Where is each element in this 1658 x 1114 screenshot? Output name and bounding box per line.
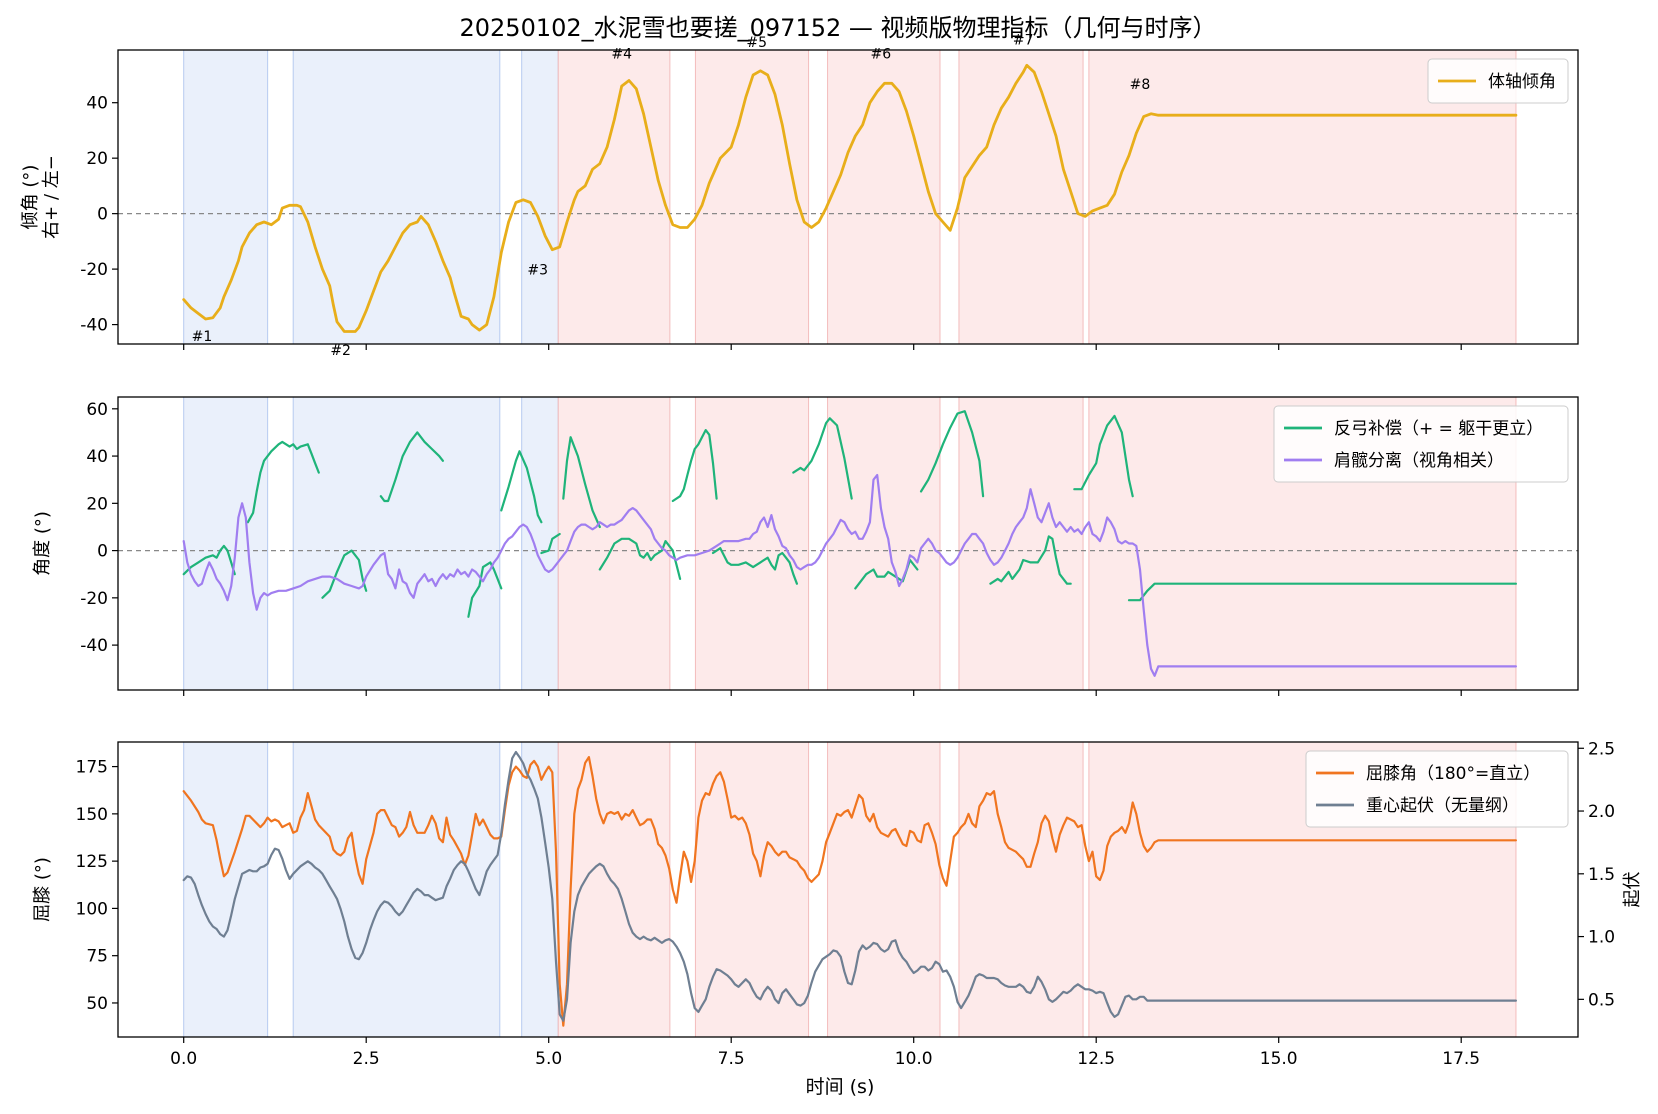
y-axis-label: 屈膝 (°) [32,857,53,922]
y-tick-label: 60 [86,400,108,420]
x-tick-label: 7.5 [718,1049,745,1069]
legend-label: 屈膝角（180°=直立） [1366,764,1540,784]
series-line-1 [467,561,503,618]
series-line-1 [540,532,561,555]
left-turn-band [521,49,559,345]
y-axis-label: 角度 (°) [32,511,53,576]
y-tick-label: 125 [76,852,108,872]
turn-label: #1 [192,329,213,345]
panel-knee-com: 50 75 100 125 150 175 0.5 1.0 1.5 2.0 2.5 0.0 2.5 5.0… [32,739,1643,1069]
series-line-1 [671,429,718,503]
x-axis-label: 时间 (s) [806,1076,875,1098]
y2-tick-label: 2.5 [1588,739,1615,759]
y2-axis-label: 起伏 [1622,872,1643,908]
left-turn-band [521,396,559,691]
series-line-1 [989,535,1072,585]
y-tick-label: 40 [86,94,108,114]
y-tick-label: 0 [97,542,108,562]
x-tick-label: 2.5 [353,1049,380,1069]
turn-label: #8 [1130,77,1151,93]
right-turn-band [958,49,1084,345]
legend: 体轴倾角 [1427,58,1569,104]
x-tick-label: 0.0 [170,1049,197,1069]
legend-box [1273,405,1569,483]
turn-label: #3 [527,263,548,279]
left-turn-band [292,396,501,691]
left-turn-band [292,741,501,1038]
series-line-1 [182,756,1517,1027]
legend-label: 体轴倾角 [1488,72,1556,92]
y-tick-label: 150 [76,805,108,825]
series-line-1 [792,417,853,500]
right-turn-band [694,49,810,345]
series-line-1 [1073,414,1134,498]
series-line-1 [598,537,682,580]
y-tick-label: 50 [86,994,108,1014]
plot-frame [117,49,1579,345]
left-turn-band [292,49,501,345]
left-turn-band [183,741,269,1038]
turn-label: #4 [611,46,632,62]
panel-angles: -40 -20 0 20 40 60 角度 (°) 反弓补偿（+ = 躯干更立） 肩髋分离（视角… [32,396,1579,696]
y-tick-label: -20 [80,260,108,280]
series-line-1 [1127,582,1517,602]
y2-tick-label: 0.5 [1588,990,1615,1010]
legend-label: 重心起伏（无量纲） [1366,796,1519,816]
series-line-1 [321,549,368,599]
x-tick-label: 5.0 [535,1049,562,1069]
left-turn-band [183,49,269,345]
turn-label: #7 [1013,32,1034,48]
legend-box [1305,750,1569,828]
y-tick-label: 75 [86,947,108,967]
right-turn-band [557,741,671,1038]
series-line-2 [182,473,1517,677]
y-tick-label: 40 [86,447,108,467]
chart-title: 20250102_水泥雪也要搓_097152 — 视频版物理指标（几何与时序） [459,14,1216,42]
plot-frame [117,741,1579,1038]
legend-label: 肩髋分离（视角相关） [1334,451,1504,471]
right-turn-band [694,396,810,691]
turn-label: #5 [746,35,767,51]
series-line-1 [246,440,320,524]
series-line-1 [919,410,985,498]
right-turn-band [827,741,941,1038]
series-line-1 [379,431,444,503]
panel-body-tilt: #1 #2 #3 #4 #5 #6 #7 #8 -40 -20 0 20 40 倾角 (°)右+ / 左−… [20,32,1579,359]
y-tick-label: 0 [97,205,108,225]
series-line-2 [182,750,1517,1022]
legend: 反弓补偿（+ = 躯干更立） 肩髋分离（视角相关） [1273,405,1569,483]
legend: 屈膝角（180°=直立） 重心起伏（无量纲） [1305,750,1569,828]
y2-tick-label: 1.0 [1588,928,1615,948]
legend-label: 反弓补偿（+ = 躯干更立） [1334,419,1543,439]
x-tick-label: 12.5 [1077,1049,1115,1069]
y-tick-label: 20 [86,494,108,514]
turn-label: #6 [871,46,892,62]
right-turn-band [958,396,1084,691]
x-tick-label: 15.0 [1260,1049,1298,1069]
y-tick-label: -40 [80,636,108,656]
legend-box [1427,58,1569,104]
y-tick-label: 100 [76,899,108,919]
series-line-1 [562,436,601,529]
plot-frame [117,396,1579,691]
y2-tick-label: 1.5 [1588,865,1615,885]
series-line-1 [182,63,1518,333]
y-axis-label: 倾角 (°)右+ / 左− [20,155,62,239]
right-turn-band [958,741,1084,1038]
series-line-1 [182,544,236,576]
y-tick-label: -40 [80,316,108,336]
turn-label: #2 [330,343,351,359]
right-turn-band [827,396,941,691]
y-tick-label: 20 [86,149,108,169]
y-tick-label: 175 [76,758,108,778]
left-turn-band [183,396,269,691]
series-line-1 [500,450,543,524]
y-tick-label: -20 [80,589,108,609]
x-tick-label: 17.5 [1442,1049,1480,1069]
x-tick-label: 10.0 [895,1049,933,1069]
y2-tick-label: 2.0 [1588,802,1615,822]
series-line-1 [711,547,798,585]
right-turn-band [827,49,941,345]
